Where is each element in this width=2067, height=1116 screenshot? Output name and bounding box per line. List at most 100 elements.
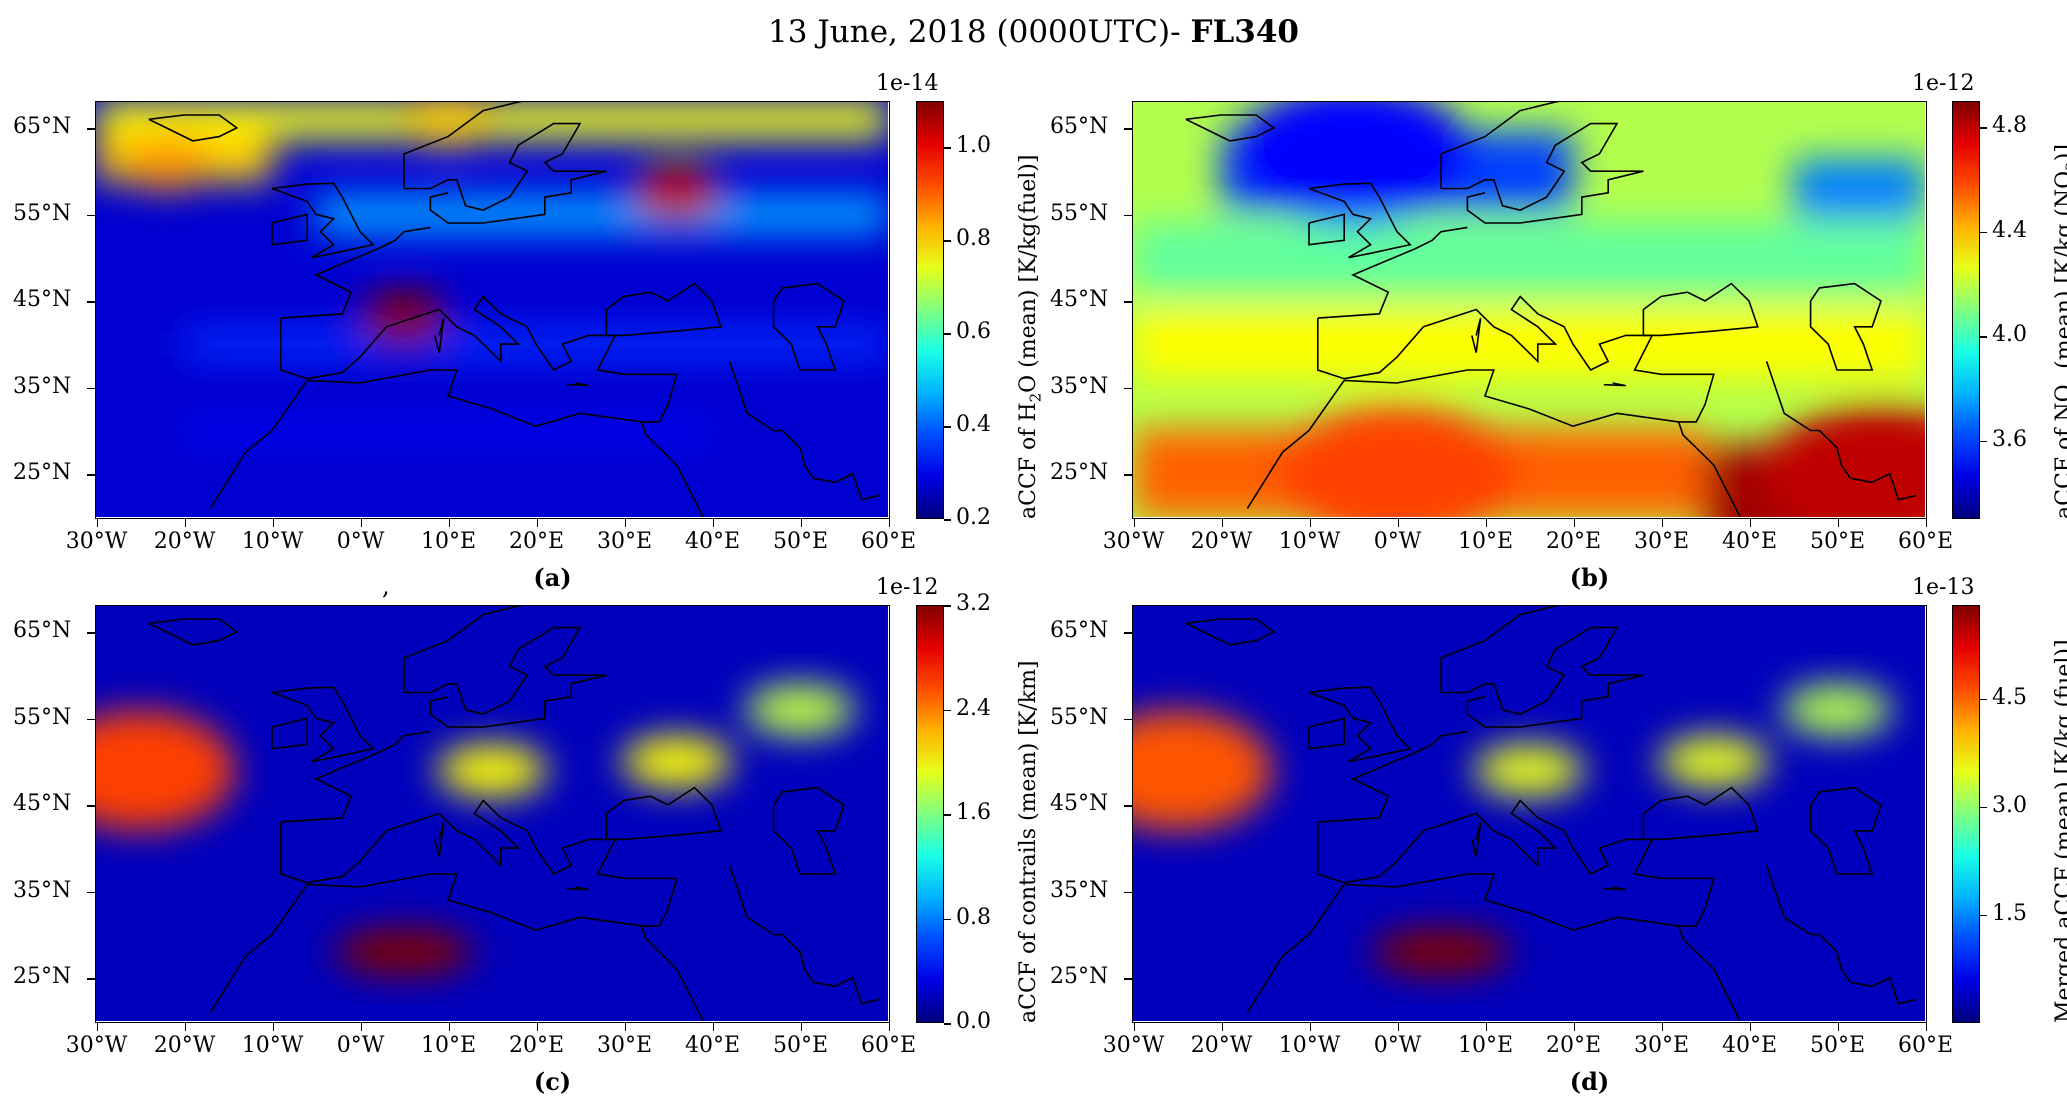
panel-b-colorbar-tickmark [1980, 231, 1987, 234]
panel-c-coastline-13 [434, 821, 445, 857]
panel-d-lon-tickmark [1397, 1023, 1399, 1031]
panel-d-coastline-7 [1642, 786, 1759, 841]
panel-a-colorbar-tick: 0.2 [956, 505, 991, 530]
panel-d-coastline-11 [1818, 933, 1917, 1005]
panel-b-caption: (b) [1569, 563, 1610, 592]
panel-d-coastline-9 [1677, 925, 1697, 953]
panel-a-lat-tick: 55°N [13, 200, 72, 226]
panel-a-field [96, 102, 888, 517]
panel-a-lat-tickmark [87, 214, 95, 217]
panel-b-lon-tick: 20°W [1190, 529, 1253, 554]
panel-a-lon-tick: 20°W [153, 529, 216, 554]
panel-d-lat-tick: 35°N [1050, 877, 1109, 903]
panel-a-colorbar-tickmark [944, 333, 951, 335]
panel-c-colorbar-scale: 1e-12 [876, 575, 939, 600]
panel-c-atlantic-plume [96, 710, 235, 831]
panel-b-lon-tick: 20°E [1545, 529, 1602, 554]
panel-a-lon-tick: 0°W [336, 529, 385, 554]
panel-b-coastline-12 [1765, 361, 1820, 432]
panel-c-lon-tickmark [448, 1023, 450, 1031]
panel-a-coastline-5 [209, 295, 678, 509]
panel-c-lat-tick: 65°N [13, 618, 72, 644]
panel-b-lat-tickmark [1124, 128, 1132, 130]
panel-b-coastline-3 [1440, 102, 1560, 189]
panel-c-lat-tickmark [87, 718, 95, 721]
panel-a-colorbar-label: aCCF of H2O (mean) [K/kg(fuel)] [1016, 154, 1045, 519]
panel-d-colorbar-scale: 1e-13 [1912, 575, 1975, 600]
panel-b-coastline-10 [1695, 447, 1741, 517]
panel-d-lon-tick: 20°W [1190, 1033, 1253, 1058]
panel-a-lon-tickmark [624, 519, 626, 527]
panel-a-coastline-6 [280, 226, 431, 319]
panel-a-black-sea-east-max [631, 164, 722, 221]
panel-b-colorbar-tick: 3.6 [1992, 426, 2027, 452]
panel-d-lon-tick: 30°E [1633, 1033, 1690, 1058]
panel-c-lat-tickmark [87, 805, 95, 807]
panel-c-lat-tick: 55°N [13, 704, 72, 730]
panel-c-coastline-14 [566, 886, 589, 891]
panel-b-coastline-9 [1677, 421, 1697, 449]
panel-c-lon-tick: 40°E [684, 1033, 741, 1058]
panel-c-lon-tick: 10°W [241, 1033, 304, 1058]
panel-b-coastline-11 [1818, 429, 1917, 501]
panel-b-colorbar-tick: 4.0 [1992, 322, 2027, 348]
panel-d-lat-tickmark [1124, 632, 1132, 634]
panel-c-colorbar-tick: 1.6 [956, 800, 991, 825]
panel-b-lat-tickmark [1124, 474, 1132, 476]
panel-a-coastline-0 [148, 114, 239, 142]
panel-b-colorbar [1952, 101, 1980, 519]
panel-c-black-sea-plume [621, 735, 732, 788]
panel-c-caspian-plume [745, 683, 855, 736]
panel-c-coastline-5 [209, 799, 678, 1013]
panel-d-lat-tick: 25°N [1050, 964, 1109, 990]
panel-a-coastline-10 [658, 447, 704, 517]
panel-d-lon-tick: 40°E [1721, 1033, 1778, 1058]
panel-b-lon-tick: 50°E [1809, 529, 1866, 554]
panel-b-coastline-0 [1185, 114, 1276, 142]
panel-d-colorbar-tick: 1.5 [1992, 900, 2027, 926]
panel-a-colorbar-tickmark [944, 147, 951, 149]
panel-d-lon-tick: 30°W [1102, 1033, 1165, 1058]
panel-c-lon-tickmark [96, 1023, 98, 1031]
panel-c-lon-tick: 50°E [772, 1033, 829, 1058]
panel-d-coastline-0 [1185, 618, 1276, 646]
panel-d-lon-tickmark [1485, 1023, 1487, 1031]
panel-c-lon-tick: 20°W [153, 1033, 216, 1058]
panel-c-lat-tick: 45°N [13, 791, 72, 817]
panel-d-lon-tickmark [1837, 1023, 1839, 1031]
panel-a-lat-tick: 45°N [13, 287, 72, 313]
panel-b-lon-tick: 30°E [1633, 529, 1690, 554]
panel-c-coastline-11 [781, 933, 880, 1005]
panel-d-colorbar-tickmark [1980, 806, 1987, 809]
panel-d-lon-tick: 0°W [1373, 1033, 1422, 1058]
figure-title-date: 13 June, 2018 (0000UTC)- [768, 14, 1191, 50]
panel-c-lat-tickmark [87, 632, 95, 634]
panel-c-coastline-4 [404, 626, 607, 728]
panel-d-lon-tickmark [1661, 1023, 1663, 1031]
panel-d-background [1133, 606, 1925, 1021]
panel-c-colorbar-tickmark [944, 1023, 951, 1025]
panel-c-coastline-7 [605, 786, 722, 841]
panel-b-arabia-max [1761, 403, 1925, 517]
panel-a-colorbar-tick: 0.6 [956, 319, 991, 345]
panel-a-colorbar-tickmark [944, 426, 951, 428]
panel-d-coastline-6 [1317, 730, 1468, 823]
panel-d-coastline-14 [1603, 886, 1626, 891]
panel-b-lon-tick: 30°W [1102, 529, 1165, 554]
panel-d-lon-tick: 20°E [1545, 1033, 1602, 1058]
panel-a-lat-tick: 25°N [13, 460, 72, 486]
panel-d-lon-tick: 10°W [1278, 1033, 1341, 1058]
panel-c-lon-tickmark [888, 1023, 890, 1031]
panel-a-colorbar-tick: 0.8 [956, 226, 991, 252]
panel-c-field [96, 606, 888, 1021]
panel-d-sahara-plume [1371, 927, 1511, 976]
panel-c-lon-tickmark [184, 1023, 186, 1031]
panel-d-colorbar-tick: 3.0 [1992, 792, 2027, 818]
panel-c-colorbar-tick: 2.4 [956, 695, 991, 721]
panel-d-coastline-3 [1440, 606, 1560, 693]
panel-a-lon-tickmark [800, 519, 802, 527]
panel-b-lat-tick: 35°N [1050, 373, 1109, 399]
panel-b-lon-tickmark [1925, 519, 1927, 527]
panel-a-map [95, 101, 890, 519]
panel-d-lat-tickmark [1124, 805, 1132, 807]
